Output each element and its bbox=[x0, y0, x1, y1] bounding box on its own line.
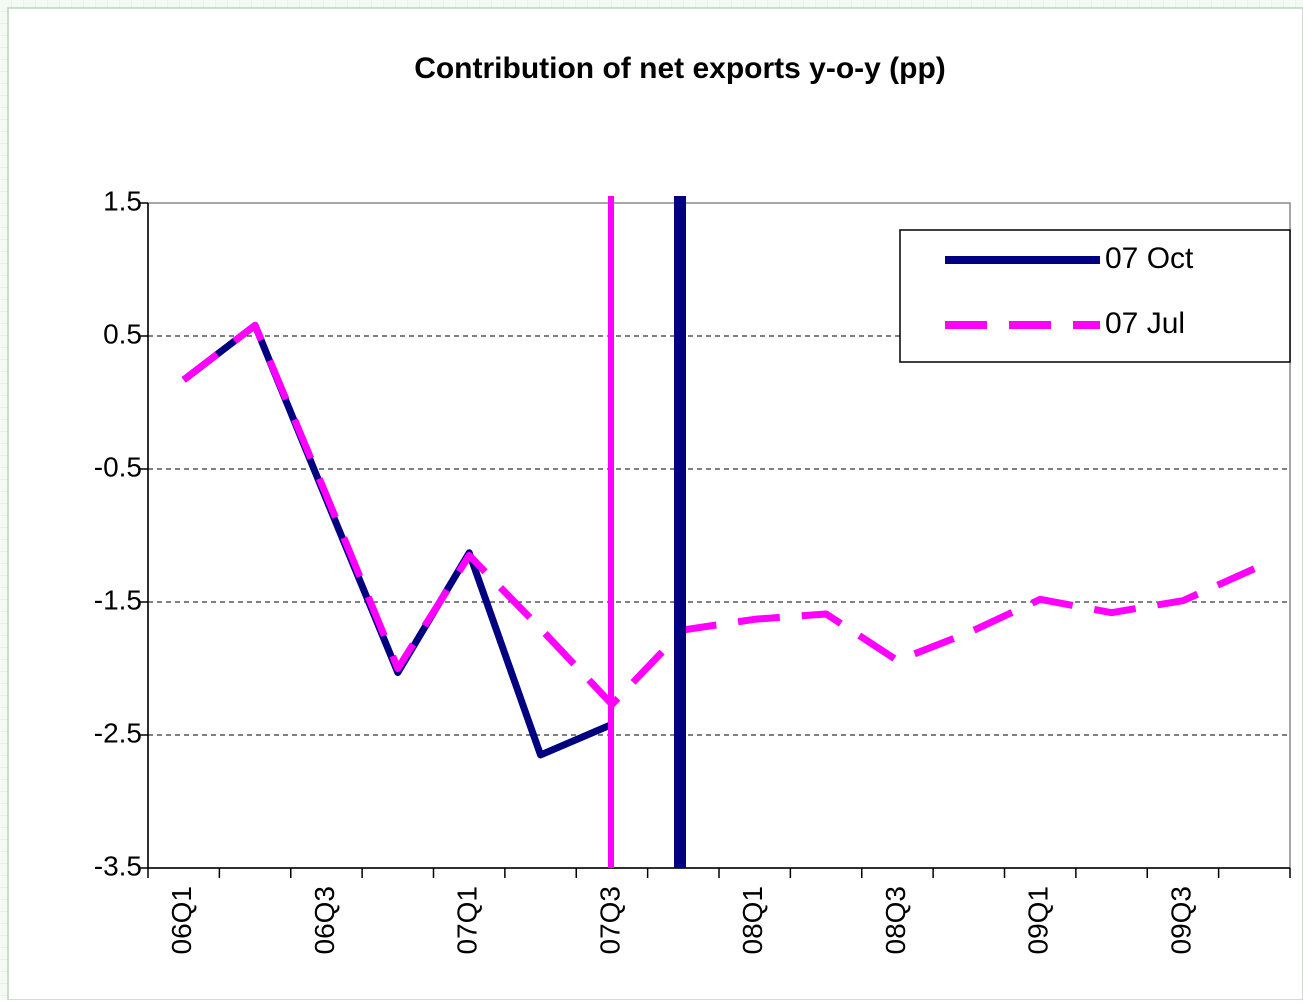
legend: 07 Oct 07 Jul bbox=[899, 229, 1291, 363]
y-tick-label: 1.5 bbox=[103, 185, 142, 216]
chart-title: Contribution of net exports y-o-y (pp) bbox=[414, 52, 946, 85]
legend-box bbox=[899, 229, 1291, 363]
x-tick-label: 08Q3 bbox=[880, 886, 911, 955]
y-tick-label: -1.5 bbox=[94, 584, 142, 615]
x-tick-label: 08Q1 bbox=[737, 886, 768, 955]
y-tick-label: -2.5 bbox=[94, 717, 142, 748]
x-tick-label: 09Q3 bbox=[1165, 886, 1196, 955]
y-tick-label: 0.5 bbox=[103, 318, 142, 349]
x-tick-label: 09Q1 bbox=[1023, 886, 1054, 955]
legend-label: 07 Oct bbox=[1105, 242, 1194, 275]
x-tick-label: 07Q3 bbox=[594, 886, 625, 955]
x-tick-label: 06Q3 bbox=[309, 886, 340, 955]
x-tick-label: 07Q1 bbox=[452, 886, 483, 955]
y-tick-label: -3.5 bbox=[94, 850, 142, 881]
y-tick-label: -0.5 bbox=[94, 451, 142, 482]
x-tick-label: 06Q1 bbox=[166, 886, 197, 955]
legend-label: 07 Jul bbox=[1105, 307, 1185, 340]
